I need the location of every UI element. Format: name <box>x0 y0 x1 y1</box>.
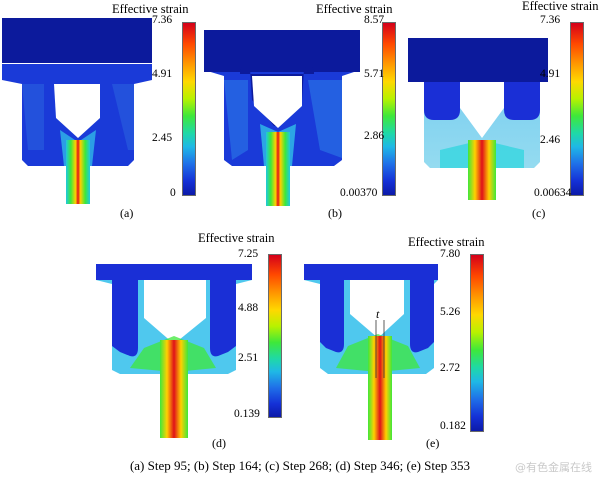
panel-e-stem-hotspot <box>368 336 392 440</box>
panel-a-tick-min: 0 <box>170 187 176 199</box>
panel-c-colorbar <box>570 22 584 196</box>
panel-d: Effective strain 7.25 4.88 2.51 0.139 (d… <box>90 228 290 456</box>
panel-e-tick-3: 2.72 <box>440 362 461 374</box>
panel-c-tick-max: 7.36 <box>540 14 561 26</box>
panel-b: Effective strain 8.57 5.71 2.86 0.00370 … <box>200 0 400 225</box>
panel-e: t Effective strain 7.80 5.26 2.72 0.182 … <box>300 228 500 456</box>
panel-a-colorbar <box>182 22 196 196</box>
panel-e-thickness-annotation: t <box>376 307 380 321</box>
panel-d-cavity <box>144 280 206 344</box>
panel-b-colorbar <box>382 22 396 196</box>
panel-b-strain-plot <box>204 30 360 206</box>
panel-d-die <box>96 264 252 280</box>
figure-caption: (a) Step 95; (b) Step 164; (c) Step 268;… <box>129 458 471 473</box>
panel-e-cavity <box>350 280 404 338</box>
panel-b-tick-3: 2.86 <box>364 130 385 142</box>
panel-a-tick-3: 2.45 <box>152 132 173 144</box>
panel-e-tick-min: 0.182 <box>440 420 466 432</box>
panel-a-strain-plot <box>2 18 152 204</box>
panel-c-tick-3: 2.46 <box>540 134 561 146</box>
panel-b-colorbar-title: Effective strain <box>316 2 393 16</box>
panel-d-tick-2: 4.88 <box>238 302 259 314</box>
panel-c-label: (c) <box>532 206 546 220</box>
panel-d-colorbar-title: Effective strain <box>198 231 275 245</box>
panel-d-stem-hotspot <box>160 340 188 438</box>
panel-d-tick-max: 7.25 <box>238 248 259 260</box>
panel-e-strain-plot <box>304 264 438 440</box>
panel-d-colorbar <box>268 254 282 418</box>
panel-a-tick-max: 7.36 <box>152 14 173 26</box>
panel-a-stem-hotspot <box>66 140 90 204</box>
panel-a: Effective strain 7.36 4.91 2.45 0 (a) <box>0 0 200 225</box>
panel-b-stem-hotspot <box>266 132 290 206</box>
panel-a-colorbar-title: Effective strain <box>112 2 189 16</box>
watermark: @有色金属在线 <box>515 461 592 474</box>
panel-b-tick-2: 5.71 <box>364 68 385 80</box>
panel-e-label: (e) <box>426 436 440 450</box>
panel-a-tick-2: 4.91 <box>152 68 173 80</box>
panel-c-cavity <box>460 82 504 138</box>
panel-e-colorbar-title: Effective strain <box>408 235 485 249</box>
panel-c: Effective strain 7.36 4.91 2.46 0.00634 … <box>400 0 600 225</box>
panel-e-colorbar <box>470 254 484 432</box>
panel-c-tick-2: 4.91 <box>540 68 561 80</box>
panel-b-tick-max: 8.57 <box>364 14 385 26</box>
panel-e-tick-2: 5.26 <box>440 306 461 318</box>
panel-c-strain-plot <box>408 38 548 200</box>
panel-b-cavity <box>252 76 302 128</box>
panel-d-strain-plot <box>96 264 252 438</box>
panel-d-tick-min: 0.139 <box>234 408 260 420</box>
panel-d-label: (d) <box>212 436 226 450</box>
panel-b-label: (b) <box>328 206 342 220</box>
panel-c-colorbar-title: Effective strain <box>522 0 599 13</box>
panel-a-die <box>2 18 152 63</box>
panel-c-die <box>408 38 548 82</box>
panel-a-label: (a) <box>120 206 134 220</box>
panel-e-die <box>304 264 438 280</box>
panel-d-tick-3: 2.51 <box>238 352 259 364</box>
panel-b-tick-min: 0.00370 <box>340 187 378 199</box>
panel-c-stem-hotspot <box>468 140 496 200</box>
panel-b-die <box>204 30 360 72</box>
panel-c-tick-min: 0.00634 <box>534 187 572 199</box>
panel-a-cavity <box>54 84 100 138</box>
panel-e-tick-max: 7.80 <box>440 248 461 260</box>
